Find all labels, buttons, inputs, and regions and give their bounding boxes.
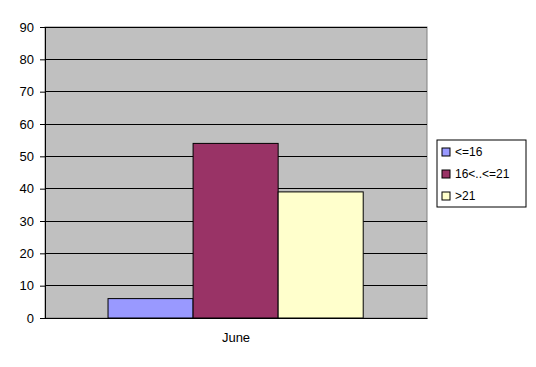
- grid-line: [45, 124, 427, 125]
- plot-area: [45, 27, 427, 318]
- x-axis: June: [46, 318, 428, 345]
- y-tick: 70: [20, 84, 45, 99]
- y-axis: 0 10 20 30 40 50 60 70 80 90: [20, 20, 46, 326]
- y-tick-mark: [40, 253, 45, 254]
- y-tick: 60: [20, 117, 45, 132]
- legend: <=16 16<..<=21 >21: [437, 140, 526, 207]
- y-tick-label: 10: [20, 278, 34, 293]
- y-tick-mark: [40, 286, 45, 287]
- y-tick-label: 90: [20, 20, 34, 35]
- y-tick: 90: [20, 20, 45, 35]
- y-tick: 10: [20, 278, 45, 293]
- chart: 0 10 20 30 40 50 60 70 80 90 June <=16 16<..<=21 >21: [0, 0, 536, 367]
- y-tick-label: 40: [20, 181, 34, 196]
- y-tick-mark: [40, 189, 45, 190]
- y-tick-label: 50: [20, 149, 34, 164]
- y-tick-label: 30: [20, 214, 34, 229]
- legend-swatch: [442, 148, 450, 156]
- bar: [193, 143, 278, 318]
- legend-label: <=16: [455, 145, 483, 159]
- y-tick: 0: [27, 311, 45, 326]
- y-tick-mark: [40, 318, 45, 319]
- y-tick-label: 20: [20, 246, 34, 261]
- grid: [45, 27, 427, 318]
- y-tick-mark: [40, 92, 45, 93]
- legend-box: [437, 140, 526, 207]
- bar: [278, 192, 363, 318]
- x-axis-line: [46, 318, 428, 319]
- legend-label: >21: [455, 189, 476, 203]
- legend-label: 16<..<=21: [455, 167, 510, 181]
- y-tick-mark: [40, 59, 45, 60]
- grid-line: [45, 27, 427, 28]
- y-tick-label: 70: [20, 84, 34, 99]
- legend-swatch: [442, 192, 450, 200]
- y-tick: 50: [20, 149, 45, 164]
- y-tick-label: 60: [20, 117, 34, 132]
- y-tick: 20: [20, 246, 45, 261]
- x-tick: June: [222, 318, 250, 345]
- y-tick-mark: [40, 27, 45, 28]
- y-tick: 40: [20, 181, 45, 196]
- legend-swatch: [442, 170, 450, 178]
- y-tick: 80: [20, 52, 45, 67]
- bar: [108, 299, 193, 318]
- bars: [108, 143, 363, 318]
- grid-line: [45, 59, 427, 60]
- y-tick: 30: [20, 214, 45, 229]
- x-tick-label: June: [222, 330, 250, 345]
- y-tick-label: 80: [20, 52, 34, 67]
- y-tick-mark: [40, 156, 45, 157]
- y-tick-label: 0: [27, 311, 34, 326]
- y-tick-mark: [40, 221, 45, 222]
- y-tick-mark: [40, 124, 45, 125]
- grid-line: [45, 91, 427, 92]
- y-axis-line: [40, 28, 46, 319]
